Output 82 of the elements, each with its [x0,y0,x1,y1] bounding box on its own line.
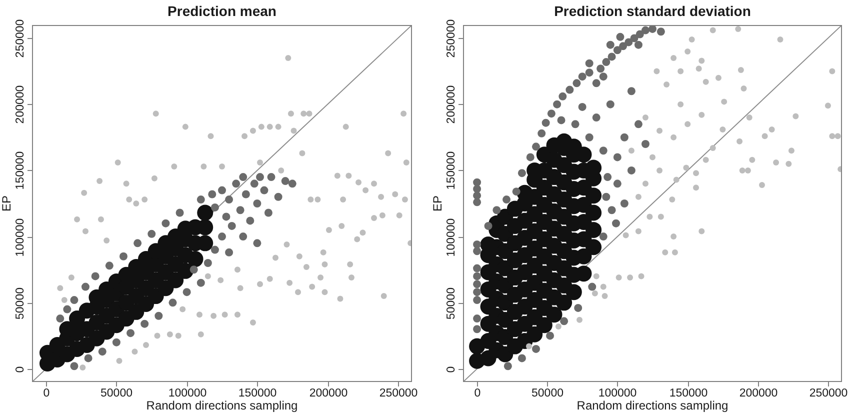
point [112,338,120,346]
point [253,200,262,208]
point [168,298,177,307]
point [218,186,226,194]
y-tick-label: 250000 [446,19,458,58]
x-tick-label: 50000 [532,388,564,400]
point [63,305,72,314]
point [148,230,156,238]
point [196,196,205,204]
point [208,190,216,198]
point [196,278,205,287]
point [210,203,219,212]
x-tick-label: 250000 [379,388,418,400]
point [288,180,296,188]
y-tick-label: 100000 [14,218,26,257]
point [228,222,236,230]
point [225,196,234,204]
point [260,186,268,194]
point [253,239,262,248]
chart-title: Prediction mean [168,3,276,19]
point [81,282,90,291]
point [140,320,149,328]
point [197,204,214,221]
point [232,180,240,188]
point [70,296,78,304]
point [84,354,92,362]
x-tick-label: 200000 [739,388,778,400]
y-tick-label: 0 [446,366,458,373]
point [222,212,230,221]
x-tick-label: 50000 [100,388,132,400]
x-axis-title: Random directions sampling [576,398,728,412]
point [264,208,272,217]
y-tick-label: 250000 [14,19,26,58]
point [126,329,135,338]
point [281,177,290,186]
point [274,192,282,201]
x-tick-label: 0 [43,388,50,400]
x-tick-label: 100000 [598,388,637,400]
y-tick-label: 200000 [446,85,458,124]
point [210,246,219,254]
x-tick-label: 0 [474,388,481,400]
x-axis-title: Random directions sampling [146,398,298,412]
point [218,232,226,241]
chart-title: Prediction standard deviation [554,3,751,19]
point [119,252,128,260]
point [70,362,78,370]
point [256,173,264,182]
y-tick-label: 50000 [446,288,458,320]
x-tick-label: 150000 [238,388,277,400]
y-axis-title: EP [0,195,14,212]
point [98,348,106,356]
x-tick-label: 200000 [309,388,348,400]
point [176,208,184,217]
point [225,248,234,256]
point [134,239,142,248]
point [154,312,163,320]
point [162,219,170,228]
y-tick-label: 150000 [14,151,26,190]
y-axis-title: EP [430,195,444,212]
y-tick-label: 200000 [14,85,26,124]
x-tick-label: 150000 [669,388,708,400]
point [187,251,204,268]
y-tick-label: 150000 [446,151,458,190]
point [56,314,64,323]
point [267,173,276,182]
point [246,216,254,225]
point [168,272,184,288]
point [190,266,198,274]
point [239,232,248,241]
point [204,259,212,267]
y-tick-label: 100000 [446,218,458,257]
point [182,288,191,296]
point [91,272,100,280]
point [105,262,114,270]
x-tick-label: 250000 [809,388,848,400]
point [250,180,258,188]
point [236,206,244,214]
point [239,173,248,182]
y-tick-label: 50000 [14,288,26,320]
point [242,190,250,198]
y-tick-label: 0 [14,366,26,373]
x-tick-label: 100000 [168,388,207,400]
